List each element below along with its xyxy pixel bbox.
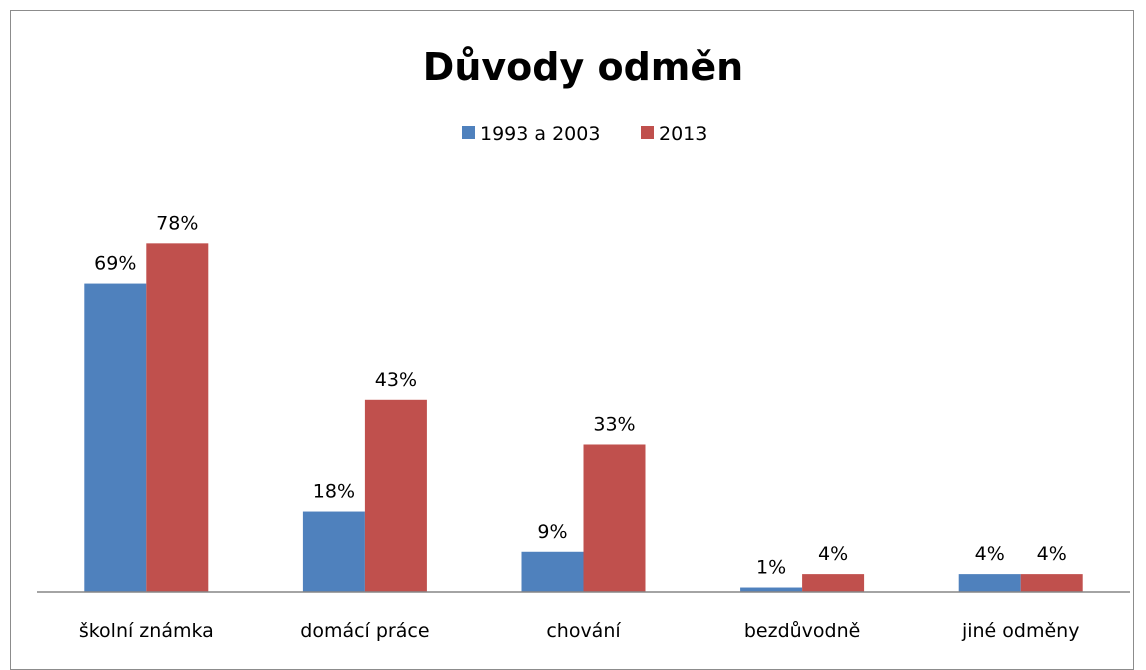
legend-label: 2013 (659, 123, 707, 145)
legend: 1993 a 2003 2013 (462, 123, 707, 145)
bar-series-1-4 (958, 574, 1021, 592)
category-label: domácí práce (300, 620, 429, 642)
legend-swatch (462, 126, 475, 139)
category-label: jiné odměny (961, 620, 1080, 642)
data-label: 9% (537, 521, 567, 543)
data-label: 1% (756, 557, 786, 579)
category-label: chování (546, 620, 621, 642)
data-label: 78% (156, 212, 198, 234)
bars-group: 69% 78% 18% 43% 9% 33% 1% 4% 4% 4% (84, 212, 1083, 592)
data-label: 4% (818, 543, 848, 565)
data-label: 43% (375, 369, 417, 391)
data-label: 33% (593, 413, 635, 435)
category-labels: školní známka domácí práce chování bezdůvod… (79, 620, 1080, 642)
data-label: 4% (1037, 543, 1067, 565)
bar-series-1-0 (84, 283, 147, 592)
bar-series-2-2 (583, 444, 646, 592)
data-label: 4% (975, 543, 1005, 565)
bar-chart: Důvody odměn 1993 a 2003 2013 69% 78% 18% 43… (37, 45, 1130, 642)
category-label: bezdůvodně (744, 620, 861, 642)
bar-series-2-3 (802, 574, 865, 592)
bar-series-1-2 (521, 551, 584, 592)
bar-series-2-4 (1020, 574, 1083, 592)
data-label: 69% (94, 253, 136, 275)
bar-series-1-1 (302, 511, 365, 592)
data-label: 18% (313, 481, 355, 503)
bar-series-2-0 (146, 243, 209, 592)
bar-series-2-1 (364, 399, 427, 592)
legend-label: 1993 a 2003 (480, 123, 600, 145)
bar-series-1-3 (740, 587, 803, 592)
category-label: školní známka (79, 620, 214, 642)
legend-swatch (641, 126, 654, 139)
chart-title: Důvody odměn (423, 45, 743, 89)
